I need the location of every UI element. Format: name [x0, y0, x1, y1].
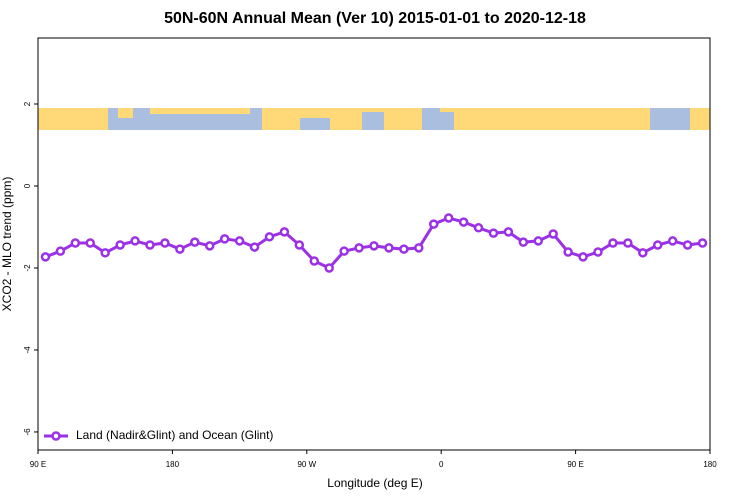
x-tick-label: 180	[166, 460, 180, 469]
data-point	[130, 236, 140, 246]
data-point	[652, 240, 663, 250]
x-tick-label: 180	[703, 460, 717, 469]
data-point	[115, 240, 125, 250]
y-tick-label: 0	[23, 183, 32, 188]
data-point	[369, 241, 379, 251]
data-point	[533, 236, 544, 246]
data-point	[608, 238, 618, 248]
data-point	[85, 238, 96, 248]
land-patch	[118, 108, 133, 118]
data-point	[40, 252, 51, 262]
x-axis-label: Longitude (deg E)	[327, 476, 422, 490]
y-tick-label: 2	[23, 101, 32, 106]
data-point	[190, 237, 200, 247]
data-point	[339, 246, 349, 256]
data-point	[384, 243, 394, 253]
y-tick-label: -6	[23, 428, 32, 436]
data-point	[428, 219, 439, 229]
data-point	[324, 263, 334, 273]
data-point	[100, 248, 110, 258]
data-point	[279, 227, 290, 237]
data-point	[414, 243, 424, 253]
ocean-patch	[300, 118, 330, 130]
ocean-patch	[434, 112, 454, 130]
land-patch	[690, 108, 710, 130]
data-point	[593, 247, 603, 257]
data-point	[697, 238, 708, 248]
land-patch	[440, 108, 650, 130]
land-patch	[262, 108, 422, 130]
chart-title: 50N-60N Annual Mean (Ver 10) 2015-01-01 …	[164, 10, 586, 27]
data-point	[175, 244, 185, 254]
y-axis-label: XCO2 - MLO trend (ppm)	[0, 177, 14, 312]
x-tick-label: 90 E	[30, 460, 46, 469]
data-point	[145, 240, 155, 250]
legend-marker	[51, 431, 61, 441]
data-point	[219, 234, 230, 244]
data-point	[623, 238, 633, 248]
data-point	[70, 238, 81, 248]
x-tick-label: 90 E	[567, 460, 583, 469]
data-point	[160, 238, 170, 248]
data-point	[309, 256, 320, 266]
data-point	[503, 227, 514, 237]
data-point	[234, 236, 245, 246]
x-tick-label: 90 W	[297, 460, 316, 469]
data-point	[249, 242, 260, 252]
data-point	[399, 244, 409, 254]
ocean-patch	[362, 112, 384, 130]
y-tick-label: -2	[23, 264, 32, 272]
map-band	[38, 108, 710, 130]
land-patch	[150, 108, 250, 114]
data-point	[563, 247, 573, 257]
data-point	[578, 252, 588, 262]
data-point	[294, 240, 305, 250]
data-point	[667, 236, 678, 246]
data-point	[638, 248, 648, 258]
data-point	[518, 237, 529, 247]
data-point	[55, 246, 66, 256]
data-point	[458, 217, 469, 227]
land-patch	[38, 108, 108, 130]
legend-label: Land (Nadir&Glint) and Ocean (Glint)	[76, 428, 273, 442]
data-point	[354, 243, 364, 253]
data-point	[682, 240, 693, 250]
data-point	[264, 232, 275, 242]
data-point	[548, 229, 558, 239]
data-point	[488, 228, 499, 238]
data-point	[473, 223, 484, 233]
plot-frame	[37, 37, 711, 451]
data-point	[443, 213, 454, 223]
data-point	[204, 241, 215, 251]
ocean-patch	[650, 108, 690, 122]
y-tick-label: -4	[23, 346, 32, 354]
x-tick-label: 0	[439, 460, 444, 469]
